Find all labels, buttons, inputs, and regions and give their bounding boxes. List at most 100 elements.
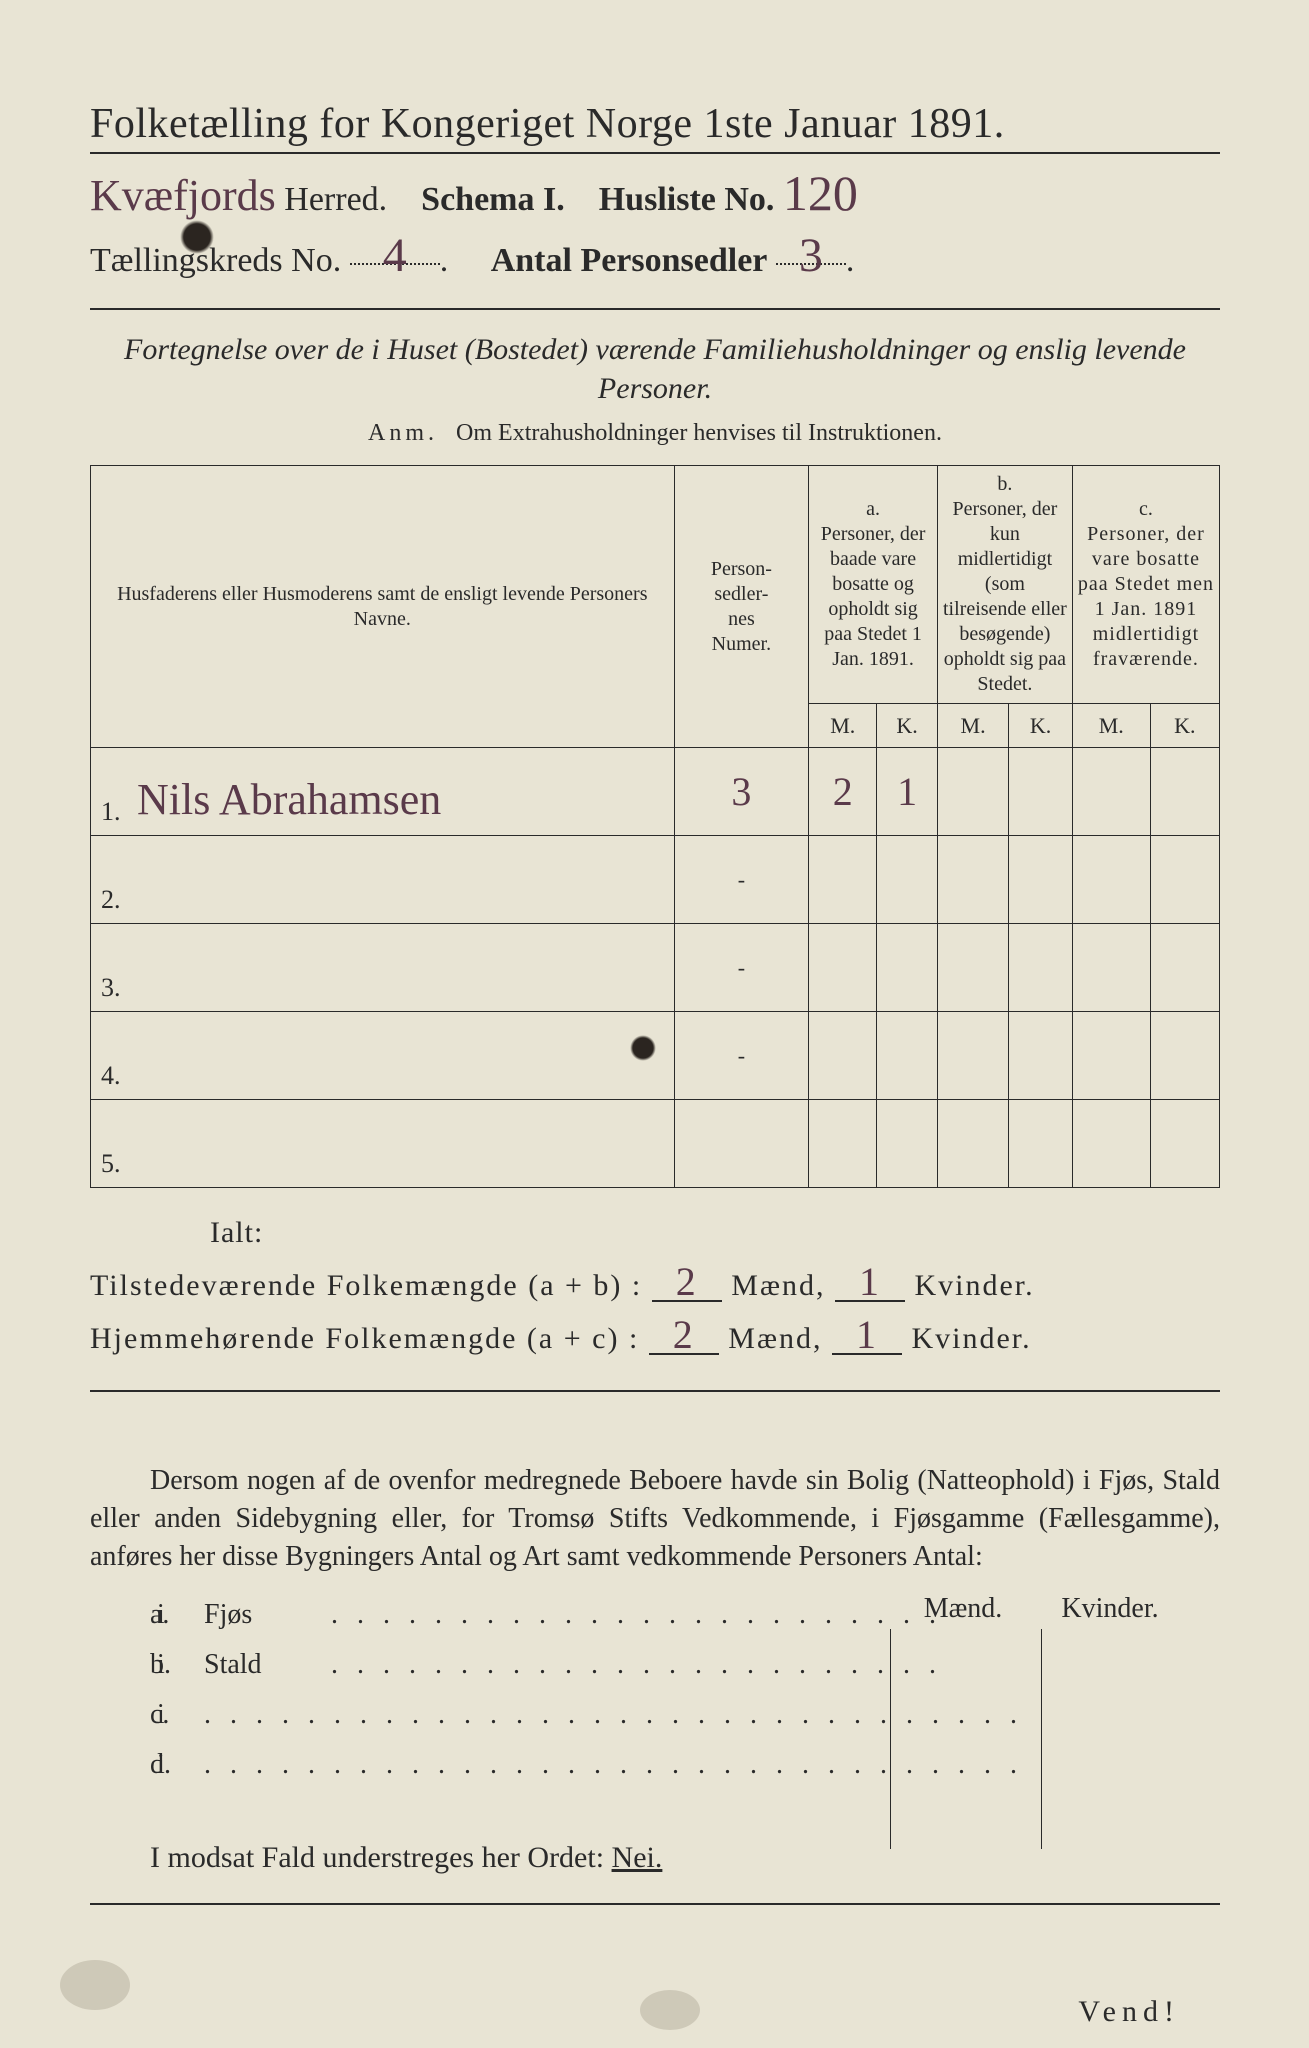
page-title: Folketælling for Kongeriget Norge 1ste J… — [90, 100, 1220, 154]
cell-bK — [1009, 836, 1073, 924]
kreds-line: Tællingskreds No. 4. Antal Personsedler … — [90, 228, 1220, 280]
census-form-page: Folketælling for Kongeriget Norge 1ste J… — [90, 100, 1220, 2029]
ialt-block: Ialt: — [90, 1216, 1220, 1250]
c-k: K. — [1150, 704, 1219, 748]
name-cell: 2. — [91, 836, 675, 924]
col-c-text: Personer, der vare bosatte paa Stedet me… — [1077, 522, 1215, 672]
table-row: 1. Nils Abrahamsen 3 2 1 — [91, 748, 1220, 836]
antal-label: Antal Personsedler — [491, 242, 768, 279]
name-cell: 4. — [91, 1012, 675, 1100]
cell-cM — [1072, 1100, 1150, 1188]
cell-aM — [809, 1012, 877, 1100]
subtitle: Fortegnelse over de i Huset (Bostedet) v… — [90, 330, 1220, 408]
cell-aK — [877, 1100, 938, 1188]
name-cell: 1. Nils Abrahamsen — [91, 748, 675, 836]
nei-word: Nei. — [612, 1841, 663, 1874]
row-number: 3. — [101, 973, 121, 1003]
col-num-header: Person- sedler- nes Numer. — [674, 466, 809, 748]
divider — [90, 308, 1220, 310]
cell-bM — [937, 924, 1008, 1012]
anm-prefix: Anm. — [368, 420, 438, 446]
col-a-text: Personer, der baade vare bosatte og opho… — [813, 522, 933, 672]
cell-cK — [1150, 1100, 1219, 1188]
name-handwritten: Nils Abrahamsen — [137, 774, 441, 825]
cell-cM — [1072, 1012, 1150, 1100]
fjos-dots: . . . . . . . . . . . . . . . . . . . . … — [331, 1649, 942, 1680]
fjos-i: i — [157, 1599, 197, 1631]
cell-aM — [809, 836, 877, 924]
kreds-no-handwritten: 4 — [383, 228, 407, 283]
cell-aM: 2 — [809, 748, 877, 836]
mk-kvinder: Kvinder. — [1040, 1593, 1180, 1625]
nei-pre: I modsat Fald understreges her Ordet: — [150, 1841, 612, 1874]
a-k: K. — [877, 704, 938, 748]
ialt-label: Ialt: — [90, 1216, 250, 1250]
fjos-lead: c. — [90, 1699, 150, 1731]
col-a-header: a. Personer, der baade vare bosatte og o… — [809, 466, 938, 704]
cell-bK — [1009, 924, 1073, 1012]
anm-text: Om Extrahusholdninger henvises til Instr… — [456, 420, 942, 446]
c-m: M. — [1072, 704, 1150, 748]
a-m: M. — [809, 704, 877, 748]
sum-resident-maend-lbl: Mænd, — [728, 1322, 822, 1355]
sum-present-line: Tilstedeværende Folkemængde (a + b) : 2 … — [90, 1264, 1220, 1303]
fjos-i: i — [157, 1649, 197, 1681]
cell-aM — [809, 924, 877, 1012]
sum-resident-label: Hjemmehørende Folkemængde (a + c) : — [90, 1322, 639, 1355]
sum-resident-maend-hw: 2 — [649, 1317, 719, 1355]
cell-bK — [1009, 1012, 1073, 1100]
cell-aK — [877, 1012, 938, 1100]
herred-label: Herred. — [284, 181, 387, 218]
personsedler-num: - — [674, 1012, 809, 1100]
table-header-row-1: Husfaderens eller Husmoderens samt de en… — [91, 466, 1220, 704]
sum-present-kvinder-lbl: Kvinder. — [914, 1269, 1034, 1302]
row-number: 4. — [101, 1061, 121, 1091]
cell-aM — [809, 1100, 877, 1188]
fjos-i: i — [157, 1749, 197, 1781]
household-table: Husfaderens eller Husmoderens samt de en… — [90, 465, 1220, 1188]
husliste-label: Husliste No. — [599, 181, 775, 218]
table-row: 5. — [91, 1100, 1220, 1188]
cell-bM — [937, 1100, 1008, 1188]
col-a-top: a. — [813, 497, 933, 522]
cell-aK: 1 — [877, 748, 938, 836]
inkblot-icon — [180, 220, 214, 254]
personsedler-num: - — [674, 924, 809, 1012]
cell-cK — [1150, 1012, 1219, 1100]
fjos-lead: b. — [90, 1649, 150, 1681]
col-b-top: b. — [942, 472, 1068, 497]
cell-cK — [1150, 836, 1219, 924]
schema-label: Schema I. — [421, 181, 565, 218]
fjos-word: Fjøs — [204, 1599, 324, 1631]
fjos-lead: d. — [90, 1749, 150, 1781]
personsedler-num: 3 — [674, 748, 809, 836]
stain-icon — [60, 1960, 130, 2010]
sum-resident-kvinder-hw: 1 — [832, 1317, 902, 1355]
divider — [90, 1903, 1220, 1905]
husliste-no-handwritten: 120 — [783, 164, 858, 222]
cell-cM — [1072, 748, 1150, 836]
cell-bM — [937, 1012, 1008, 1100]
col-name-header: Husfaderens eller Husmoderens samt de en… — [91, 466, 675, 748]
cell-cK — [1150, 924, 1219, 1012]
sum-present-maend-hw: 2 — [652, 1264, 722, 1302]
col-c-header: c. Personer, der vare bosatte paa Stedet… — [1072, 466, 1219, 704]
b-k: K. — [1009, 704, 1073, 748]
cell-bK — [1009, 1100, 1073, 1188]
col-b-text: Personer, der kun midlertidigt (som tilr… — [942, 497, 1068, 697]
herred-handwritten: Kvæfjords — [90, 170, 276, 221]
table-row: 4. - — [91, 1012, 1220, 1100]
personsedler-num — [674, 1100, 809, 1188]
fjos-dots: . . . . . . . . . . . . . . . . . . . . … — [331, 1599, 942, 1630]
cell-bK — [1009, 748, 1073, 836]
herred-line: Kvæfjords Herred. Schema I. Husliste No.… — [90, 164, 1220, 222]
mk-grid — [890, 1629, 1190, 1849]
fjos-word: Stald — [204, 1649, 324, 1681]
sum-resident-line: Hjemmehørende Folkemængde (a + c) : 2 Mæ… — [90, 1317, 1220, 1356]
cell-cM — [1072, 836, 1150, 924]
sum-resident-kvinder-lbl: Kvinder. — [911, 1322, 1031, 1355]
mk-header: Mænd. Kvinder. — [893, 1593, 1180, 1625]
cell-bM — [937, 836, 1008, 924]
sum-present-label: Tilstedeværende Folkemængde (a + b) : — [90, 1269, 642, 1302]
divider — [90, 1390, 1220, 1392]
